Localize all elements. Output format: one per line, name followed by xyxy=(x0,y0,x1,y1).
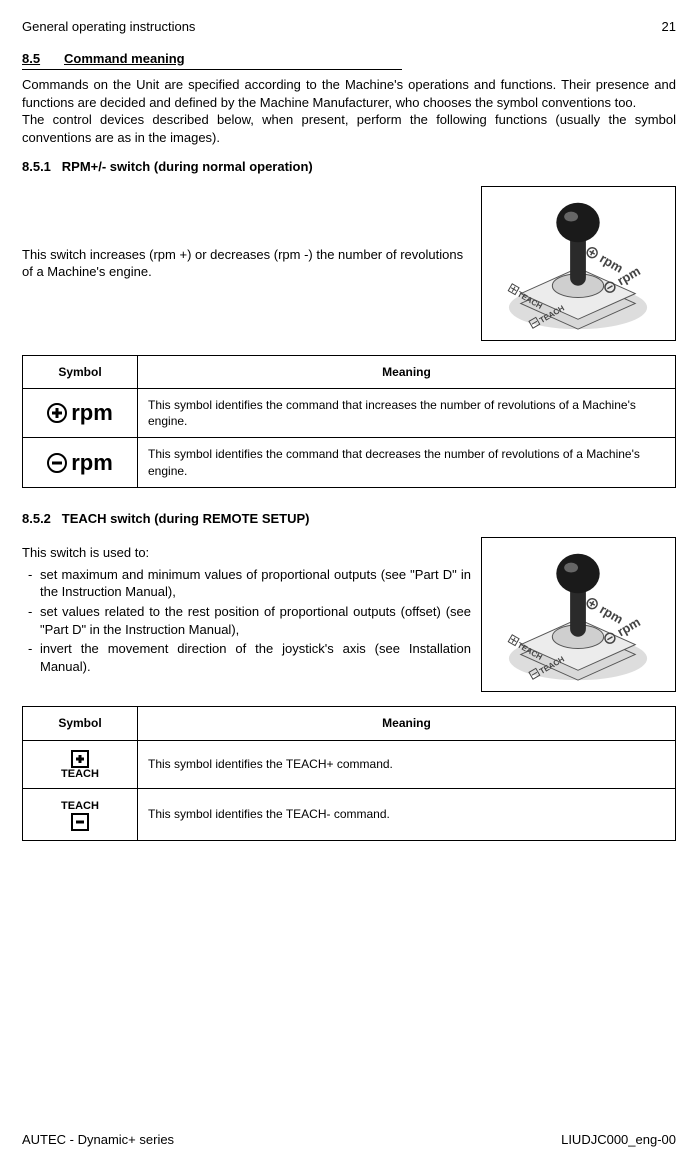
teach-plus-icon xyxy=(71,750,89,768)
table-row: TEACH This symbol identifies the TEACH- … xyxy=(23,788,676,840)
teach-plus-symbol: TEACH xyxy=(23,740,138,788)
minus-icon xyxy=(47,453,67,473)
header-left: General operating instructions xyxy=(22,18,195,36)
table-row: rpm This symbol identifies the command t… xyxy=(23,438,676,487)
rpm-plus-symbol: rpm xyxy=(23,389,138,438)
list-item: set maximum and minimum values of propor… xyxy=(22,566,471,601)
list-item: set values related to the rest position … xyxy=(22,603,471,638)
rpm-minus-symbol: rpm xyxy=(23,438,138,487)
table-row: rpm This symbol identifies the command t… xyxy=(23,389,676,438)
footer-left: AUTEC - Dynamic+ series xyxy=(22,1131,174,1149)
table1-col0: Symbol xyxy=(23,355,138,388)
page-number: 21 xyxy=(662,18,676,36)
table-rpm: Symbol Meaning rpm This symbol identifie… xyxy=(22,355,676,488)
footer-right: LIUDJC000_eng-00 xyxy=(561,1131,676,1149)
teach-switch-figure: rpm rpm TEACH TEACH xyxy=(481,537,676,692)
intro-text: Commands on the Unit are specified accor… xyxy=(22,76,676,146)
teach-minus-symbol: TEACH xyxy=(23,788,138,840)
table1-col1: Meaning xyxy=(138,355,676,388)
teach-minus-icon xyxy=(71,813,89,831)
sub2-title: 8.5.2 TEACH switch (during REMOTE SETUP) xyxy=(22,510,676,528)
table-teach: Symbol Meaning TEACH This symbol identif… xyxy=(22,706,676,840)
teach-plus-meaning: This symbol identifies the TEACH+ comman… xyxy=(138,740,676,788)
rpm-switch-figure: rpm rpm TEACH TEACH xyxy=(481,186,676,341)
table-row: TEACH This symbol identifies the TEACH+ … xyxy=(23,740,676,788)
sub2-desc: This switch is used to: set maximum and … xyxy=(22,544,471,685)
teach-minus-meaning: This symbol identifies the TEACH- comman… xyxy=(138,788,676,840)
section-title: 8.5Command meaning xyxy=(22,50,402,71)
plus-icon xyxy=(47,403,67,423)
list-item: invert the movement direction of the joy… xyxy=(22,640,471,675)
table2-col0: Symbol xyxy=(23,707,138,740)
table2-col1: Meaning xyxy=(138,707,676,740)
sub1-title: 8.5.1 RPM+/- switch (during normal opera… xyxy=(22,158,676,176)
rpm-plus-meaning: This symbol identifies the command that … xyxy=(138,389,676,438)
rpm-minus-meaning: This symbol identifies the command that … xyxy=(138,438,676,487)
sub1-desc: This switch increases (rpm +) or decreas… xyxy=(22,246,471,281)
